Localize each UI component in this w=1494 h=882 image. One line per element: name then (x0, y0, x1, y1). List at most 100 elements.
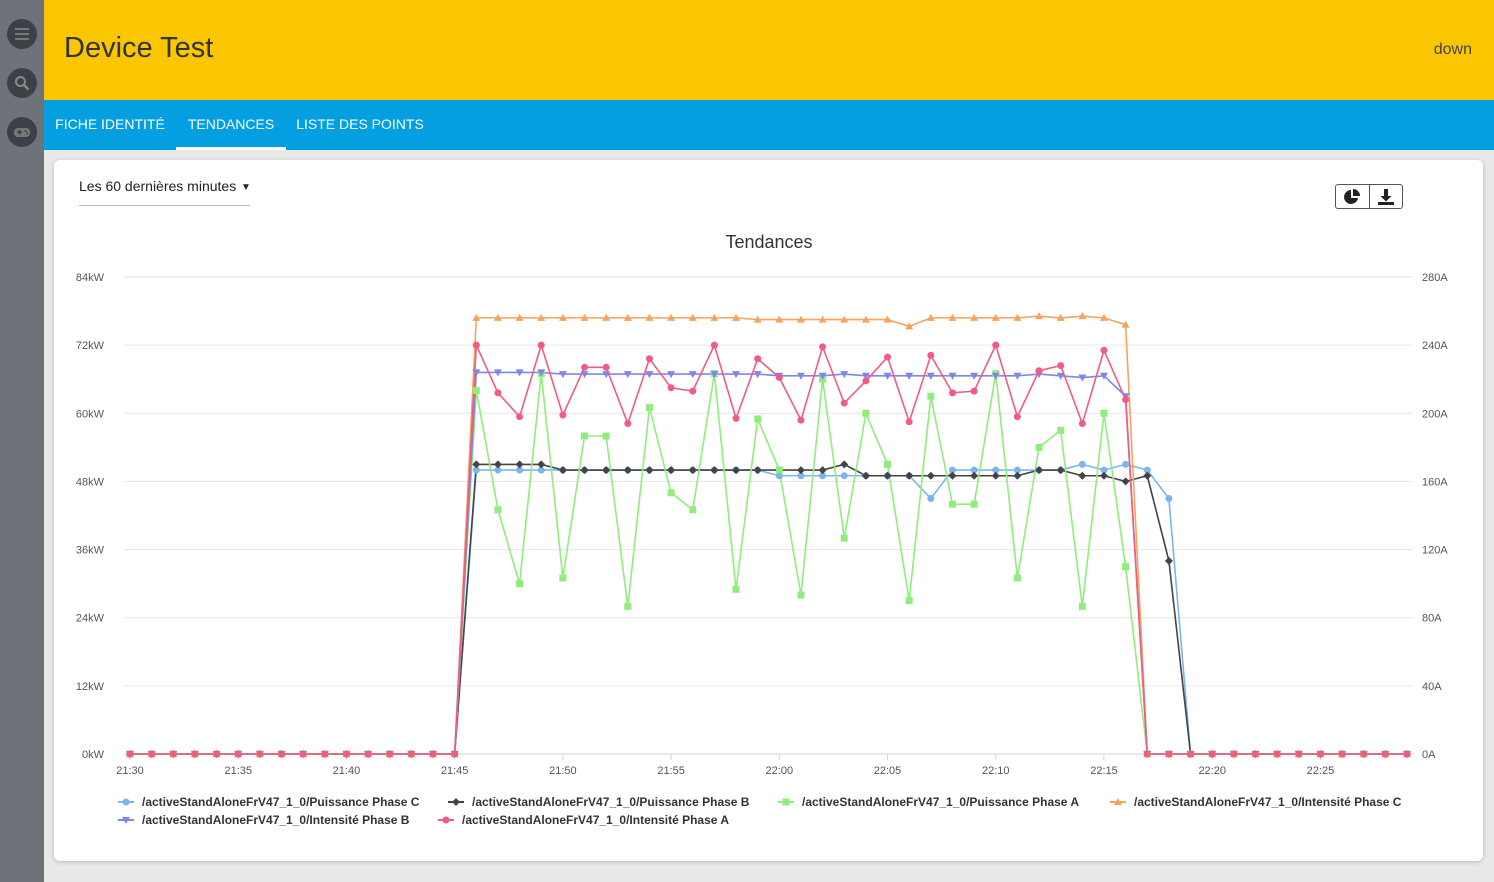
data-point (278, 750, 286, 758)
data-point (667, 384, 675, 392)
period-select[interactable]: Les 60 dernières minutes ▼ (79, 178, 251, 206)
data-point (1251, 750, 1259, 758)
data-point (948, 313, 957, 321)
data-point (1078, 374, 1087, 382)
data-point (580, 313, 589, 321)
data-point (861, 471, 870, 480)
legend-item[interactable]: /activeStandAloneFrV47_1_0/Intensité Pha… (438, 813, 729, 827)
data-point (581, 432, 589, 440)
data-point (1013, 574, 1021, 582)
data-point (775, 472, 783, 480)
x-tick-label: 22:00 (766, 765, 794, 777)
data-point (1100, 409, 1108, 417)
series-markers (126, 312, 1411, 757)
data-point (1360, 750, 1368, 758)
x-tick-label: 21:35 (224, 765, 252, 777)
data-point (840, 472, 848, 480)
data-point (148, 750, 156, 758)
data-point (861, 315, 870, 323)
data-point (1338, 750, 1346, 758)
data-point (796, 466, 805, 475)
data-point (580, 466, 589, 475)
data-point (970, 387, 978, 395)
caret-down-icon: ▼ (241, 182, 251, 193)
series-line (130, 371, 1407, 755)
data-point (775, 315, 784, 323)
x-tick-label: 21:55 (657, 765, 685, 777)
legend-item[interactable]: /activeStandAloneFrV47_1_0/Puissance Pha… (118, 795, 420, 809)
tab-bar: FICHE IDENTITÉ TENDANCES LISTE DES POINT… (44, 100, 1494, 150)
data-point (581, 363, 589, 371)
x-tick-label: 21:40 (333, 765, 361, 777)
data-point (970, 471, 979, 480)
data-point (1143, 471, 1152, 480)
data-point (472, 313, 481, 321)
data-point (1035, 443, 1043, 451)
data-point (797, 472, 805, 480)
data-point (1208, 750, 1216, 758)
download-icon[interactable] (1368, 185, 1402, 208)
tab-fiche-identite[interactable]: FICHE IDENTITÉ (55, 116, 165, 132)
data-point (493, 369, 502, 377)
data-point (970, 500, 978, 508)
data-point (732, 414, 740, 422)
data-point (840, 315, 849, 323)
data-point (754, 415, 762, 423)
data-point (602, 363, 610, 371)
data-point (1121, 320, 1130, 328)
pie-chart-icon[interactable] (1336, 185, 1369, 208)
data-point (321, 750, 329, 758)
tab-tendances[interactable]: TENDANCES (176, 100, 286, 150)
data-point (775, 466, 783, 474)
data-point (602, 371, 611, 379)
legend-label: /activeStandAloneFrV47_1_0/Puissance Pha… (472, 795, 750, 809)
legend-item[interactable]: /activeStandAloneFrV47_1_0/Puissance Pha… (448, 795, 750, 809)
legend-item[interactable]: /activeStandAloneFrV47_1_0/Puissance Pha… (778, 795, 1079, 809)
data-point (342, 750, 350, 758)
data-point (819, 343, 827, 351)
chart-toolbar (1335, 184, 1403, 209)
data-point (819, 472, 827, 480)
data-point (472, 460, 481, 469)
data-point (1165, 494, 1173, 502)
legend-item[interactable]: /activeStandAloneFrV47_1_0/Intensité Pha… (118, 813, 410, 827)
data-point (1403, 750, 1411, 758)
data-point (970, 372, 979, 380)
data-point (753, 466, 762, 475)
data-point (472, 466, 480, 474)
y-right-tick-label: 200A (1422, 408, 1448, 420)
data-point (883, 372, 892, 380)
data-point (472, 387, 480, 395)
data-point (796, 372, 805, 380)
data-point (862, 409, 870, 417)
data-point (645, 371, 654, 379)
data-point (948, 389, 956, 397)
y-right-tick-label: 120A (1422, 545, 1448, 557)
data-point (970, 313, 979, 321)
data-point (818, 315, 827, 323)
data-point (1100, 346, 1108, 354)
legend-label: /activeStandAloneFrV47_1_0/Intensité Pha… (1134, 795, 1402, 809)
data-point (602, 432, 610, 440)
tab-liste-des-points[interactable]: LISTE DES POINTS (296, 116, 424, 132)
data-point (667, 313, 676, 321)
list-icon[interactable] (7, 19, 37, 49)
y-right-tick-label: 280A (1422, 272, 1448, 284)
data-point (753, 371, 762, 379)
data-point (884, 460, 892, 468)
data-point (515, 369, 524, 377)
search-icon[interactable] (7, 68, 37, 98)
legend-item[interactable]: /activeStandAloneFrV47_1_0/Intensité Pha… (1110, 795, 1402, 809)
gamepad-icon[interactable] (7, 117, 37, 147)
data-point (754, 355, 762, 363)
data-point (1316, 750, 1324, 758)
y-left-tick-label: 0kW (82, 749, 105, 761)
data-point (386, 750, 394, 758)
data-point (126, 750, 134, 758)
data-point (948, 500, 956, 508)
legend-symbol (1114, 798, 1122, 805)
data-point (515, 460, 524, 469)
data-point (1099, 471, 1108, 480)
data-point (256, 750, 264, 758)
data-point (558, 466, 567, 475)
